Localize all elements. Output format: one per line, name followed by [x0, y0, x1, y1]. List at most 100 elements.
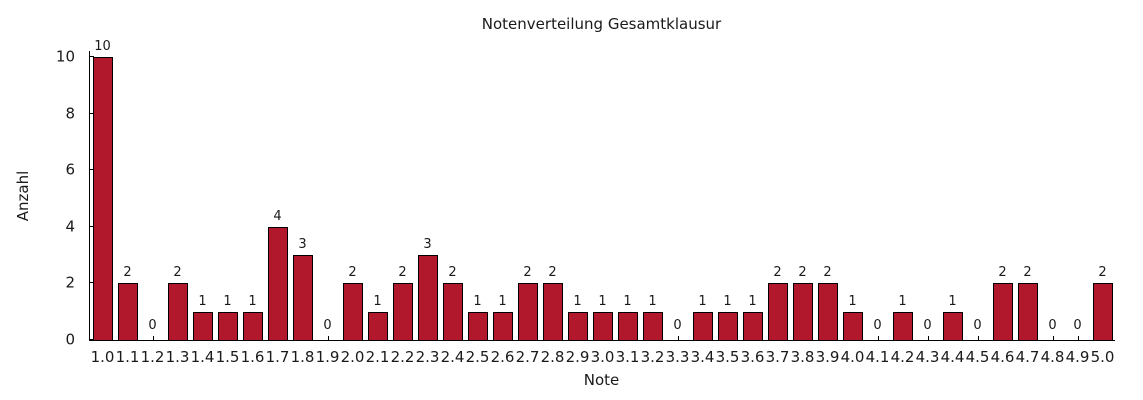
x-tick-label: 3.8	[790, 348, 815, 366]
bar-slot: 4 1.7	[265, 51, 290, 365]
bar-value-label: 1	[223, 293, 232, 309]
bar	[242, 311, 263, 340]
x-tick-label: 4.8	[1040, 348, 1065, 366]
bar	[717, 311, 738, 340]
bar-value-label: 1	[698, 293, 707, 309]
bar	[192, 311, 213, 340]
bar-slot: 2 4.7	[1015, 51, 1040, 364]
bar-slot: 2 3.8	[790, 51, 815, 364]
x-tick-label: 1.2	[140, 348, 165, 366]
x-tick-label: 1.5	[215, 348, 240, 366]
x-tick-label: 2.6	[490, 348, 515, 366]
bar-slot: 2 2.4	[440, 51, 465, 364]
bar-slot: 3 1.8	[290, 51, 315, 364]
bar-value-label: 2	[798, 265, 807, 281]
x-tick	[877, 336, 879, 340]
bar-slot: 1 4.4	[940, 51, 965, 365]
bar-value-label: 2	[348, 265, 357, 281]
x-tick-label: 2.9	[565, 348, 590, 366]
y-tick	[90, 56, 94, 57]
x-tick-label: 2.2	[390, 348, 415, 366]
bar-slot: 2 5.0	[1090, 51, 1115, 364]
bar-value-label: 0	[973, 318, 982, 333]
bar-slot: 2 3.9	[815, 51, 840, 364]
bar-slot: 1 2.6	[490, 51, 515, 365]
bar	[792, 283, 813, 340]
bar-value-label: 0	[323, 318, 332, 333]
x-tick-label: 2.5	[465, 348, 490, 366]
bar-slot: 1 1.4	[190, 51, 215, 365]
bar-value-label: 2	[773, 265, 782, 281]
bar	[292, 255, 313, 340]
plot-area: 10 1.0 2 1.1 0 1.2 2 1.3 1 1.4 1 1.5 1 1.6 4 1.7 3 1.8 0 1.…	[56, 40, 1115, 365]
x-tick	[1052, 336, 1054, 340]
y-tick-label: 2	[65, 273, 75, 292]
bar-value-label: 2	[398, 265, 407, 281]
bar-value-label: 1	[623, 293, 632, 309]
x-tick-label: 5.0	[1090, 348, 1115, 366]
bar-slot: 0 1.2	[140, 51, 165, 365]
bar-value-label: 2	[123, 265, 132, 281]
bar-value-label: 1	[723, 293, 732, 309]
bar-value-label: 1	[498, 293, 507, 309]
bar-slot: 2 2.2	[390, 51, 415, 364]
bar-slot: 0 4.9	[1065, 51, 1090, 365]
bar	[1017, 283, 1038, 340]
bar-value-label: 2	[448, 265, 457, 281]
bar-value-label: 10	[94, 39, 111, 54]
x-tick-label: 2.0	[340, 348, 365, 366]
bar-slot: 2 3.7	[765, 51, 790, 364]
bar-value-label: 0	[1048, 318, 1057, 333]
bar-slot: 0 4.3	[915, 51, 940, 365]
bar-value-label: 0	[1073, 318, 1082, 333]
bars-container: 10 1.0 2 1.1 0 1.2 2 1.3 1 1.4 1 1.5 1 1.6 4 1.7 3 1.8 0 1.…	[90, 40, 1115, 365]
bar	[817, 283, 838, 340]
x-tick-label: 4.9	[1065, 348, 1090, 366]
bar-slot: 1 2.5	[465, 51, 490, 365]
x-tick-label: 4.1	[865, 348, 890, 366]
x-tick-label: 4.7	[1015, 348, 1040, 366]
y-axis-label-text: Anzahl	[14, 170, 32, 222]
bar-value-label: 4	[273, 208, 282, 224]
x-tick-label: 3.3	[665, 348, 690, 366]
bar-slot: 1 3.5	[715, 51, 740, 365]
bar	[392, 283, 413, 340]
x-tick-label: 2.1	[365, 348, 390, 366]
bar-value-label: 1	[948, 293, 957, 309]
bar	[492, 311, 513, 340]
x-tick	[677, 336, 679, 340]
bar-slot: 1 2.9	[565, 51, 590, 365]
bar-value-label: 0	[873, 318, 882, 333]
bar-slot: 2 4.6	[990, 51, 1015, 364]
bar-slot: 2 2.0	[340, 51, 365, 364]
bar	[167, 283, 188, 340]
bar-value-label: 0	[148, 318, 157, 333]
x-tick	[1077, 336, 1079, 340]
y-tick	[90, 112, 94, 114]
bar	[692, 311, 713, 340]
bar	[367, 311, 388, 340]
bar	[217, 311, 238, 340]
bar	[617, 311, 638, 340]
bar	[442, 283, 463, 340]
bar	[942, 311, 963, 340]
bar-value-label: 1	[848, 293, 857, 309]
x-tick-label: 1.9	[315, 348, 340, 366]
bar-value-label: 2	[523, 265, 532, 281]
bar-slot: 0 4.1	[865, 51, 890, 365]
x-tick-label: 3.9	[815, 348, 840, 366]
x-tick-label: 1.7	[265, 348, 290, 366]
bar	[267, 226, 288, 340]
x-tick	[327, 336, 329, 340]
y-tick	[90, 339, 94, 340]
bar-value-label: 2	[998, 265, 1007, 281]
bar	[592, 311, 613, 340]
x-tick-label: 3.7	[765, 348, 790, 366]
bar-value-label: 2	[823, 265, 832, 281]
x-tick-label: 4.5	[965, 348, 990, 366]
y-tick	[90, 225, 94, 227]
x-tick-label: 1.0	[90, 348, 115, 366]
bar-value-label: 0	[923, 318, 932, 333]
bar-value-label: 2	[1023, 265, 1032, 281]
x-tick-label: 4.0	[840, 348, 865, 366]
